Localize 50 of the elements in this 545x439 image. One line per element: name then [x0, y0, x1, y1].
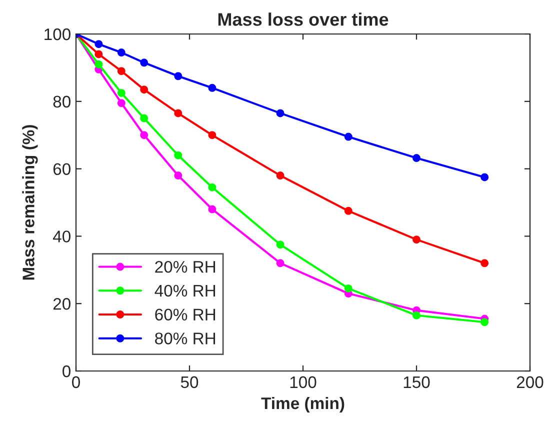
point [140, 114, 148, 122]
legend-label: 40% RH [154, 284, 216, 297]
point [344, 132, 352, 141]
point [140, 58, 148, 67]
point [480, 173, 489, 182]
point [140, 86, 148, 94]
point [412, 154, 420, 162]
legend-label: 60% RH [155, 308, 216, 321]
point [208, 205, 216, 214]
point [276, 240, 284, 249]
x-axis-title: Time (min) [261, 396, 344, 412]
x-tick-label: 150 [404, 376, 430, 388]
point [412, 311, 420, 320]
point [276, 172, 284, 180]
point [174, 72, 182, 80]
point [94, 50, 103, 58]
x-tick-label: 200 [516, 376, 544, 388]
x-tick-label: 100 [290, 376, 316, 388]
point [94, 40, 103, 48]
y-tick-label: 40 [52, 230, 70, 242]
y-tick-label: 0 [62, 365, 70, 378]
point [276, 109, 284, 118]
point [117, 48, 126, 57]
x-tick-label: 50 [180, 376, 198, 388]
point [276, 259, 284, 268]
point [117, 99, 126, 108]
x-tick-label: 0 [72, 376, 80, 388]
point [174, 109, 182, 118]
point [208, 183, 216, 192]
legend-label: 20% RH [155, 260, 216, 273]
y-tick-label: 20 [53, 298, 70, 310]
point [208, 131, 216, 140]
chart-title: Mass loss over time [218, 12, 388, 26]
point [344, 284, 352, 292]
point [174, 172, 182, 180]
point [117, 88, 126, 97]
point [480, 259, 489, 268]
point [117, 67, 126, 76]
y-tick-label: 100 [44, 28, 70, 40]
point [174, 151, 182, 160]
point [412, 236, 420, 244]
point [480, 318, 489, 326]
legend-label: 80% RH [155, 332, 216, 344]
point [208, 84, 216, 92]
y-tick-label: 60 [53, 163, 70, 176]
point [344, 206, 352, 215]
y-tick-label: 80 [53, 96, 70, 108]
y-axis-title: Mass remaining (%) [22, 125, 38, 280]
point [140, 131, 148, 140]
point [94, 60, 103, 68]
